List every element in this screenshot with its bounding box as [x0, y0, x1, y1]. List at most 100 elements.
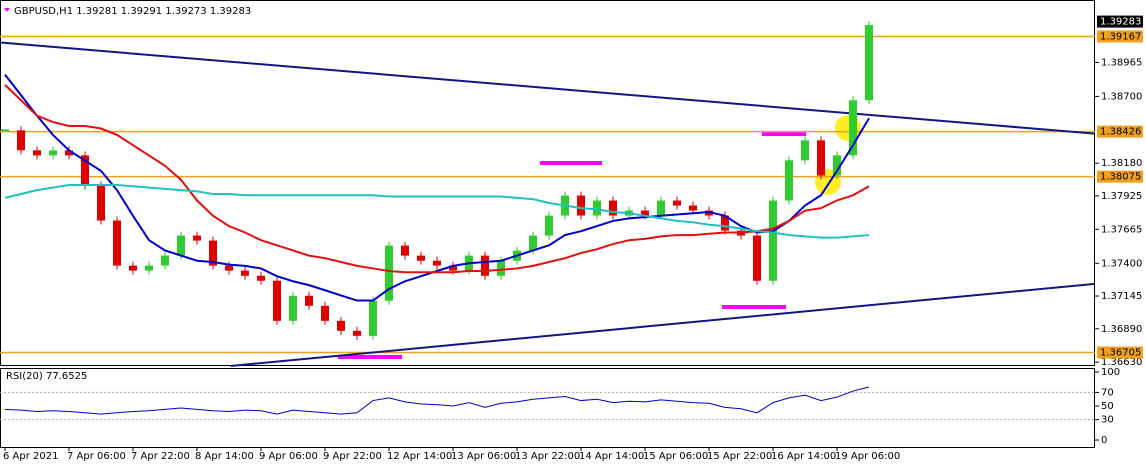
y-tick-label: 1.38700	[1101, 91, 1142, 102]
candle	[833, 155, 841, 176]
y-tick-label: 0	[1101, 435, 1107, 446]
candle	[129, 265, 137, 271]
candle	[193, 235, 201, 241]
candle	[817, 140, 825, 176]
candle	[17, 130, 25, 151]
rsi-panel	[0, 368, 1095, 448]
price-label-box	[1097, 15, 1143, 28]
candle	[673, 200, 681, 206]
line	[4, 184, 870, 239]
current-price: 1.39283	[1100, 17, 1141, 28]
level-label: 1.38426	[1100, 127, 1141, 138]
x-tick-label: 12 Apr 14:00	[387, 451, 452, 462]
y-tick-label: 50	[1101, 401, 1114, 412]
markers	[338, 132, 806, 359]
x-tick-label: 15 Apr 06:00	[643, 451, 708, 462]
y-tick-label: 1.38180	[1101, 158, 1142, 169]
level-label-box	[1097, 346, 1143, 359]
x-tick-label: 15 Apr 22:00	[707, 451, 772, 462]
candle	[97, 185, 105, 221]
candle	[785, 160, 793, 201]
candle	[705, 210, 713, 216]
title-icon	[4, 8, 10, 12]
x-tick-label: 13 Apr 06:00	[451, 451, 516, 462]
y-tick-label: 1.37145	[1101, 291, 1142, 302]
candle	[593, 200, 601, 216]
candle	[609, 200, 617, 216]
candle	[257, 275, 265, 281]
plot: 1.36630 1.36890 1.37145 1.37400 1.37665 1.379…	[0, 15, 1143, 462]
candle	[657, 200, 665, 216]
x-tick-label: 19 Apr 06:00	[835, 451, 900, 462]
candle	[145, 265, 153, 271]
x-tick-label: 13 Apr 22:00	[515, 451, 580, 462]
candle	[49, 150, 57, 156]
candle	[865, 25, 873, 101]
candle	[497, 260, 505, 276]
candle	[449, 265, 457, 271]
candle	[337, 320, 345, 331]
candle	[385, 245, 393, 301]
candle	[65, 150, 73, 156]
line	[4, 73, 870, 302]
title-box	[2, 4, 224, 18]
candle	[305, 295, 313, 306]
y-tick-label: 1.36890	[1101, 324, 1142, 335]
candle	[529, 235, 537, 251]
y-tick-label: 1.37400	[1101, 258, 1142, 269]
candle	[369, 300, 377, 336]
candle	[433, 260, 441, 266]
candle	[353, 330, 361, 336]
trendline	[0, 41, 1095, 135]
y-tick-label: 30	[1101, 415, 1114, 426]
level-label-box	[1097, 125, 1143, 138]
x-tick-label: 9 Apr 06:00	[259, 451, 318, 462]
candle	[481, 255, 489, 276]
candle	[273, 280, 281, 321]
chart-title: GBPUSD,H1 1.39281 1.39291 1.39273 1.3928…	[14, 6, 251, 17]
candle	[641, 210, 649, 216]
candle	[801, 140, 809, 161]
y-tick-label: 1.36630	[1101, 357, 1142, 368]
candle	[289, 295, 297, 321]
x-tick-label: 6 Apr 2021	[3, 451, 58, 462]
candle	[545, 215, 553, 236]
level-label: 1.38075	[1100, 172, 1141, 183]
candle	[417, 255, 425, 261]
y-tick-label: 1.37925	[1101, 191, 1142, 202]
x-tick-label: 8 Apr 14:00	[195, 451, 254, 462]
level-label-box	[1097, 170, 1143, 183]
y-tick-label: 1.38965	[1101, 57, 1142, 68]
x-tick-label: 7 Apr 06:00	[67, 451, 126, 462]
candle	[769, 200, 777, 281]
candle	[241, 270, 249, 276]
candle	[81, 155, 89, 186]
x-tick-label: 16 Apr 14:00	[771, 451, 836, 462]
level-label: 1.36705	[1100, 348, 1141, 359]
candle	[577, 195, 585, 216]
candle	[401, 245, 409, 256]
candle	[209, 240, 217, 266]
candle	[225, 265, 233, 271]
line	[4, 386, 870, 415]
rsi-title: RSI(20) 77.6525	[6, 371, 87, 382]
level-label-box	[1097, 30, 1143, 43]
candle	[321, 305, 329, 321]
candle	[161, 255, 169, 266]
x-tick-label: 9 Apr 22:00	[323, 451, 382, 462]
candle	[753, 235, 761, 281]
y-tick-label: 1.37665	[1101, 224, 1142, 235]
y-tick-label: 70	[1101, 387, 1114, 398]
candle	[849, 100, 857, 156]
x-tick-label: 14 Apr 14:00	[579, 451, 644, 462]
line	[4, 84, 870, 274]
trendline	[230, 282, 1095, 367]
x-tick-label: 7 Apr 22:00	[131, 451, 190, 462]
candle	[113, 220, 121, 266]
level-label: 1.39167	[1100, 31, 1141, 42]
candle	[33, 150, 41, 156]
y-tick-label: 100	[1101, 367, 1120, 378]
candle	[721, 215, 729, 231]
candle	[177, 235, 185, 256]
